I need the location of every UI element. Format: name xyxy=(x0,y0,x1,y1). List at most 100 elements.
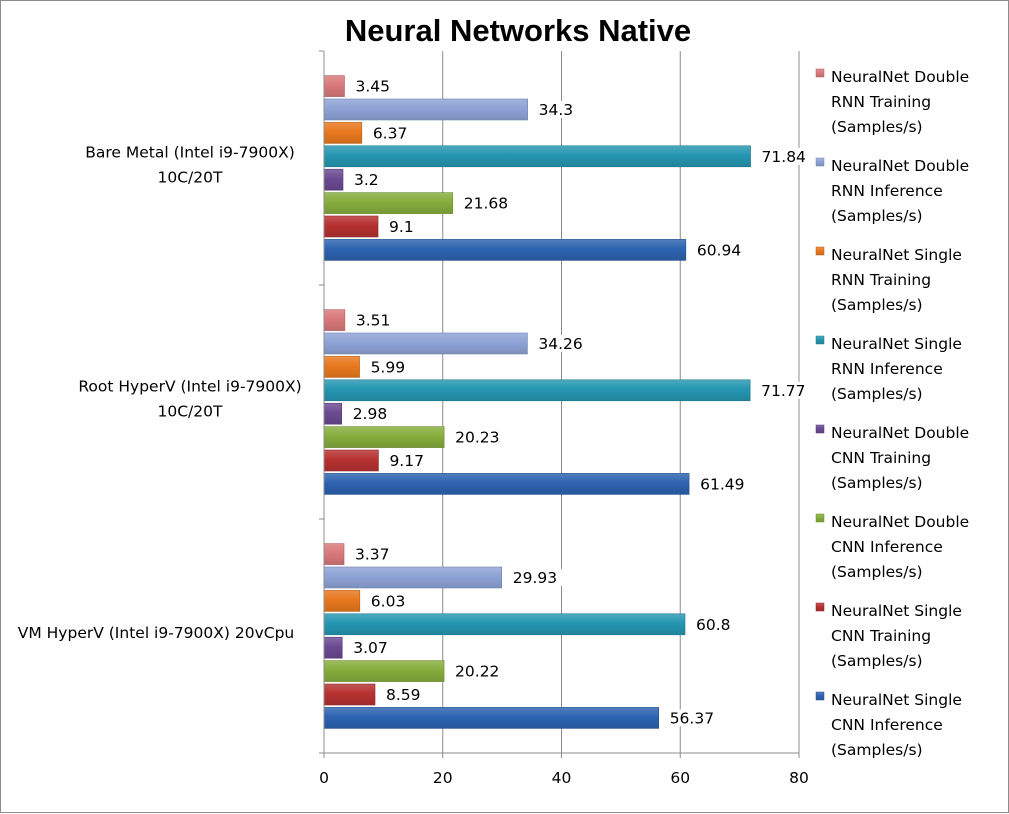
legend-label: RNN Training xyxy=(831,93,931,111)
bar xyxy=(323,98,528,121)
legend-label: (Samples/s) xyxy=(831,741,923,759)
data-label: 21.68 xyxy=(464,195,508,213)
legend-label: CNN Training xyxy=(831,627,931,645)
data-label: 5.99 xyxy=(371,358,406,376)
legend-label: (Samples/s) xyxy=(831,207,923,225)
legend-label: CNN Inference xyxy=(831,716,943,734)
data-label-bg xyxy=(504,569,566,586)
data-label-bg xyxy=(447,428,508,446)
legend-swatch xyxy=(815,157,825,167)
legend-label: (Samples/s) xyxy=(831,385,923,403)
data-label: 3.51 xyxy=(356,312,391,330)
legend-swatch xyxy=(815,602,825,612)
bar xyxy=(323,707,659,729)
data-label: 29.93 xyxy=(513,569,557,587)
data-label: 34.3 xyxy=(539,101,574,119)
bar xyxy=(323,402,342,425)
data-label-bg xyxy=(362,592,414,610)
legend-label: RNN Inference xyxy=(831,182,943,200)
data-label: 6.03 xyxy=(371,592,406,610)
bar xyxy=(323,543,345,565)
legend-label: RNN Inference xyxy=(831,360,943,378)
legend: NeuralNet Double RNN Training (Samples/s) N… xyxy=(815,68,969,759)
data-label: 9.1 xyxy=(389,218,414,236)
data-labels: 3.45 34.3 6.37 71.84 3.2 21.68 9.1 60.94 3.51 34.… xyxy=(344,77,814,727)
legend-label: CNN Inference xyxy=(831,538,943,556)
tick-labels: 0 20 40 60 80 xyxy=(319,769,809,787)
data-label: 56.37 xyxy=(670,709,714,727)
data-label: 34.26 xyxy=(538,335,582,353)
data-label-bg xyxy=(455,194,517,212)
data-label: 71.77 xyxy=(761,382,805,400)
gridlines xyxy=(442,51,800,753)
bar xyxy=(323,636,343,659)
data-label-bg xyxy=(345,639,396,657)
data-label-bg xyxy=(347,545,398,563)
legend-swatch xyxy=(815,68,825,78)
data-label-bg xyxy=(362,358,414,376)
bar xyxy=(323,332,528,355)
bar xyxy=(323,566,503,589)
category-label: Bare Metal (Intel i9-7900X) xyxy=(85,144,295,162)
legend-swatch xyxy=(815,691,825,701)
bar xyxy=(323,613,686,636)
data-label: 9.17 xyxy=(389,452,424,470)
legend-label: NeuralNet Single xyxy=(831,691,962,709)
axes xyxy=(319,50,800,758)
bar xyxy=(323,473,690,495)
x-tick-label: 80 xyxy=(789,769,809,787)
legend-swatch xyxy=(815,424,825,434)
data-label: 60.8 xyxy=(696,616,731,634)
bar xyxy=(323,356,360,378)
data-label-bg xyxy=(753,381,814,399)
bar xyxy=(323,145,751,168)
category-label: VM HyperV (Intel i9-7900X) 20vCpu xyxy=(18,624,294,642)
data-label: 8.59 xyxy=(386,686,421,704)
x-tick-label: 0 xyxy=(319,769,329,787)
data-label-bg xyxy=(381,452,432,469)
data-label-bg xyxy=(378,686,429,703)
data-label-bg xyxy=(344,405,396,423)
legend-label: (Samples/s) xyxy=(831,474,923,492)
bar xyxy=(323,239,687,261)
data-label: 3.45 xyxy=(355,78,390,96)
bar xyxy=(323,122,363,144)
category-label: 10C/20T xyxy=(158,403,223,421)
data-label-bg xyxy=(530,335,591,352)
legend-swatch xyxy=(815,335,825,345)
data-label-bg xyxy=(688,615,739,633)
legend-label: NeuralNet Double xyxy=(831,424,969,442)
data-label: 71.84 xyxy=(762,148,806,166)
data-label: 3.07 xyxy=(353,639,388,657)
data-label-bg xyxy=(692,475,753,493)
data-label-bg xyxy=(530,101,582,118)
legend-label: NeuralNet Double xyxy=(831,513,969,531)
bar xyxy=(323,449,379,472)
x-tick-label: 40 xyxy=(552,769,572,787)
legend-label: CNN Training xyxy=(831,449,931,467)
legend-label: NeuralNet Double xyxy=(831,68,969,86)
data-label-bg xyxy=(381,218,422,235)
data-label-bg xyxy=(661,709,723,727)
chart-title: Neural Networks Native xyxy=(345,13,691,48)
legend-label: (Samples/s) xyxy=(831,118,923,136)
legend-swatch xyxy=(815,246,825,256)
bar xyxy=(323,309,346,331)
data-label-bg xyxy=(347,311,399,329)
bars xyxy=(323,75,751,729)
data-label-bg xyxy=(346,171,387,189)
bar xyxy=(323,75,345,97)
legend-label: NeuralNet Double xyxy=(831,157,969,175)
data-label: 61.49 xyxy=(700,475,744,493)
legend-label: (Samples/s) xyxy=(831,563,923,581)
data-label: 60.94 xyxy=(697,241,741,259)
legend-label: (Samples/s) xyxy=(831,296,923,314)
bar xyxy=(323,379,751,402)
bar xyxy=(323,660,445,682)
legend-swatch xyxy=(815,513,825,523)
bar xyxy=(323,215,379,238)
x-tick-label: 20 xyxy=(433,769,453,787)
legend-label: NeuralNet Single xyxy=(831,335,962,353)
